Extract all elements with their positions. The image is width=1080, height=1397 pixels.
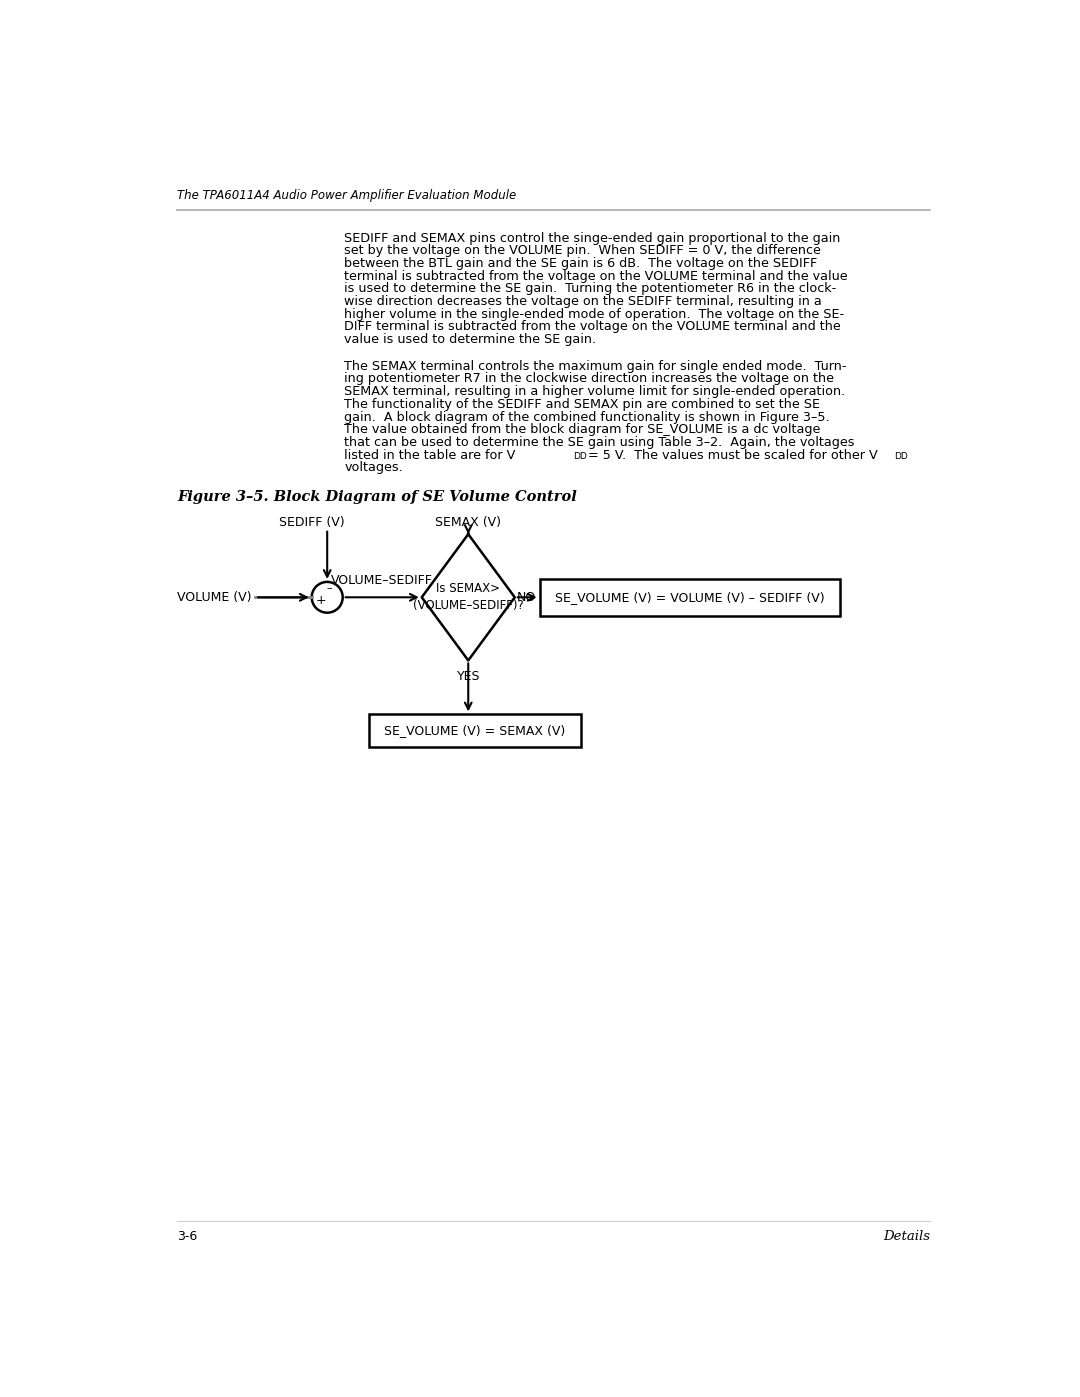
Text: that can be used to determine the SE gain using Table 3–2.  Again, the voltages: that can be used to determine the SE gai…	[345, 436, 854, 448]
Text: listed in the table are for V: listed in the table are for V	[345, 448, 515, 461]
Text: Is SEMAX>
(VOLUME–SEDIFF)?: Is SEMAX> (VOLUME–SEDIFF)?	[413, 583, 524, 612]
Text: SE_VOLUME (V) = VOLUME (V) – SEDIFF (V): SE_VOLUME (V) = VOLUME (V) – SEDIFF (V)	[555, 591, 825, 604]
Text: The SEMAX terminal controls the maximum gain for single ended mode.  Turn-: The SEMAX terminal controls the maximum …	[345, 360, 847, 373]
Text: ing potentiometer R7 in the clockwise direction increases the voltage on the: ing potentiometer R7 in the clockwise di…	[345, 373, 834, 386]
Text: Details: Details	[883, 1231, 930, 1243]
Text: NO: NO	[516, 591, 536, 604]
Text: VOLUME (V): VOLUME (V)	[177, 591, 252, 604]
Text: between the BTL gain and the SE gain is 6 dB.  The voltage on the SEDIFF: between the BTL gain and the SE gain is …	[345, 257, 818, 270]
Text: SEDIFF and SEMAX pins control the singe-ended gain proportional to the gain: SEDIFF and SEMAX pins control the singe-…	[345, 232, 840, 244]
Text: YES: YES	[457, 669, 480, 683]
Text: terminal is subtracted from the voltage on the VOLUME terminal and the value: terminal is subtracted from the voltage …	[345, 270, 848, 282]
Text: SEDIFF (V): SEDIFF (V)	[279, 517, 345, 529]
Text: 3-6: 3-6	[177, 1231, 197, 1243]
Text: The functionality of the SEDIFF and SEMAX pin are combined to set the SE: The functionality of the SEDIFF and SEMA…	[345, 398, 820, 411]
Text: DD: DD	[572, 451, 586, 461]
Text: The value obtained from the block diagram for SE_VOLUME is a dc voltage: The value obtained from the block diagra…	[345, 423, 821, 436]
Text: gain.  A block diagram of the combined functionality is shown in Figure 3–5.: gain. A block diagram of the combined fu…	[345, 411, 829, 423]
Text: higher volume in the single-ended mode of operation.  The voltage on the SE-: higher volume in the single-ended mode o…	[345, 307, 845, 321]
Text: set by the voltage on the VOLUME pin.  When SEDIFF = 0 V, the difference: set by the voltage on the VOLUME pin. Wh…	[345, 244, 821, 257]
Text: = 5 V.  The values must be scaled for other V: = 5 V. The values must be scaled for oth…	[583, 448, 877, 461]
Text: Figure 3–5. Block Diagram of SE Volume Control: Figure 3–5. Block Diagram of SE Volume C…	[177, 489, 577, 503]
Text: voltages.: voltages.	[345, 461, 403, 475]
Text: SEMAX terminal, resulting in a higher volume limit for single-ended operation.: SEMAX terminal, resulting in a higher vo…	[345, 386, 846, 398]
Text: –: –	[327, 583, 333, 594]
Text: DD: DD	[894, 451, 908, 461]
Bar	[369, 714, 581, 746]
Text: SE_VOLUME (V) = SEMAX (V): SE_VOLUME (V) = SEMAX (V)	[384, 724, 566, 738]
Text: wise direction decreases the voltage on the SEDIFF terminal, resulting in a: wise direction decreases the voltage on …	[345, 295, 822, 309]
Text: SEMAX (V): SEMAX (V)	[435, 517, 501, 529]
Text: VOLUME–SEDIFF: VOLUME–SEDIFF	[332, 574, 433, 587]
Text: value is used to determine the SE gain.: value is used to determine the SE gain.	[345, 334, 596, 346]
Text: is used to determine the SE gain.  Turning the potentiometer R6 in the clock-: is used to determine the SE gain. Turnin…	[345, 282, 837, 295]
Text: DIFF terminal is subtracted from the voltage on the VOLUME terminal and the: DIFF terminal is subtracted from the vol…	[345, 320, 841, 334]
Text: +: +	[315, 594, 326, 606]
Bar	[540, 578, 840, 616]
Text: The TPA6011A4 Audio Power Amplifier Evaluation Module: The TPA6011A4 Audio Power Amplifier Eval…	[177, 189, 516, 203]
